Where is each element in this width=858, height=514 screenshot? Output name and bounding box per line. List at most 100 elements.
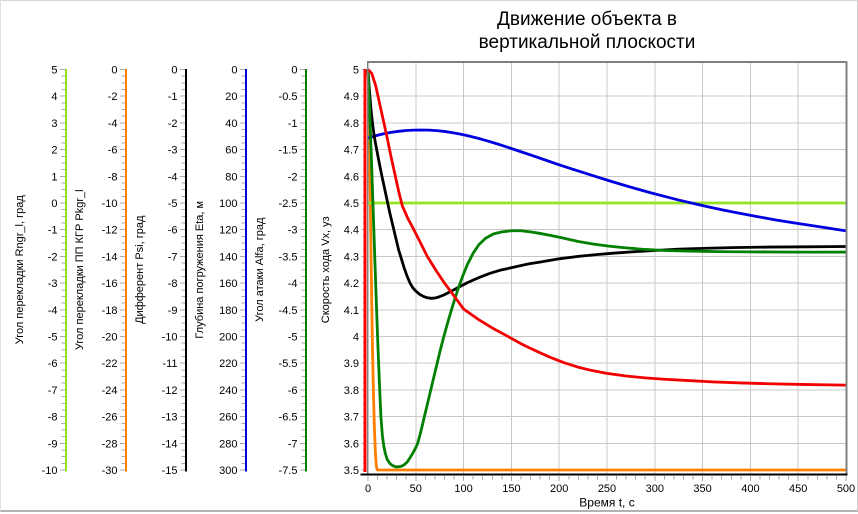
y-tick-label: -7 [168, 251, 178, 263]
y-tick-label: 4.8 [344, 118, 359, 130]
y-tick-label: 260 [219, 412, 237, 424]
y-tick-label: 0 [51, 198, 57, 210]
x-tick-label: 350 [693, 483, 711, 495]
y-tick-label: 3.6 [344, 438, 359, 450]
y-tick-label: 4.9 [344, 91, 359, 103]
y-tick-label: 140 [219, 251, 237, 263]
y-tick-label: 100 [219, 198, 237, 210]
y-tick-label: -6 [108, 145, 118, 157]
y-tick-label: -14 [162, 438, 178, 450]
y-axis-vx: 5 4.9 4.8 4.7 4.6 4.5 4.4 4.3 4.2 4.1 4 3.9 3.8 3.7 3.… [320, 65, 367, 477]
y-tick-label: -7.5 [279, 465, 298, 477]
y-axis-ticks-pkgr [120, 69, 125, 471]
y-tick-label: 60 [225, 145, 237, 157]
y-tick-label: 4.1 [344, 305, 359, 317]
y-tick-label: -1 [48, 225, 58, 237]
x-tick-label: 300 [646, 483, 664, 495]
y-tick-label: 80 [225, 171, 237, 183]
y-tick-label: -22 [102, 358, 118, 370]
y-tick-label: 40 [225, 118, 237, 130]
y-axis-title-psi: Дифферент Psi, град [134, 215, 146, 324]
y-tick-label: -16 [102, 278, 118, 290]
y-tick-label: -8 [108, 171, 118, 183]
y-tick-label: -3 [168, 145, 178, 157]
chart-title-line1: Движение объекта в [496, 9, 678, 30]
y-tick-label: -3 [288, 225, 298, 237]
y-axis-title-rngr: Угол перекладки Rngr_l, град [14, 195, 26, 345]
y-tick-label: 4.3 [344, 251, 359, 263]
series-pkgr-curve [366, 69, 846, 472]
chart-title-line2: вертикальной плоскости [478, 32, 696, 53]
y-tick-label: -8 [48, 412, 58, 424]
y-tick-label: 3.9 [344, 358, 359, 370]
x-tick-label: 400 [741, 483, 759, 495]
y-tick-label: 280 [219, 438, 237, 450]
y-axis-title-vx: Скорость хода Vx, уз [320, 216, 332, 323]
y-tick-label: 3.5 [344, 465, 359, 477]
chart-title: Движение объекта в вертикальной плоскост… [420, 8, 754, 54]
y-tick-label: 4.7 [344, 145, 359, 157]
y-tick-label: 5 [353, 65, 359, 77]
y-axis-pkgr: 0 -2 -4 -6 -8 -10 -12 -14 -16 -18 -20 -22 -24 -26 -28 -… [74, 65, 127, 477]
y-tick-label: -3 [48, 278, 58, 290]
y-tick-label: 3.8 [344, 385, 359, 397]
x-axis-ticks [367, 476, 847, 481]
y-axis-alfa: 0 -0.5 -1 -1.5 -2 -2.5 -3 -3.5 -4 -4.5 -5 -5.5 -6 -6.… [254, 65, 307, 477]
y-axis-title-pkgr: Угол перекладки ПП КГР Pkgr_l [74, 189, 86, 350]
y-tick-label: -5 [48, 332, 58, 344]
y-tick-label: -14 [102, 251, 118, 263]
x-tick-label: 200 [550, 483, 568, 495]
y-tick-label: 240 [219, 385, 237, 397]
y-tick-label: 300 [219, 465, 237, 477]
series-vx-curve [366, 68, 847, 387]
y-tick-label: -26 [102, 412, 118, 424]
y-tick-label: -2 [288, 171, 298, 183]
grid [368, 63, 846, 474]
y-tick-label: -4.5 [279, 305, 298, 317]
y-tick-label: 0 [291, 65, 297, 77]
y-tick-label: -1 [168, 91, 178, 103]
y-tick-label: -7 [48, 385, 58, 397]
y-tick-label: 0 [171, 65, 177, 77]
y-tick-label: 4.4 [344, 225, 359, 237]
y-tick-label: -2 [168, 118, 178, 130]
y-tick-label: 0 [231, 65, 237, 77]
y-tick-label: 1 [51, 171, 57, 183]
y-tick-label: -4 [288, 278, 298, 290]
y-tick-label: 0 [111, 65, 117, 77]
x-tick-label: 0 [365, 483, 371, 495]
x-tick-label: 150 [502, 483, 520, 495]
y-tick-label: -9 [48, 438, 58, 450]
y-tick-label: -11 [162, 358, 177, 370]
y-tick-label: -4 [48, 305, 58, 317]
y-tick-label: -2 [48, 251, 58, 263]
y-tick-label: -1.5 [279, 145, 298, 157]
y-tick-label: -10 [162, 332, 178, 344]
y-tick-label: 180 [219, 305, 237, 317]
y-tick-label: -24 [102, 385, 118, 397]
y-tick-label: 200 [219, 332, 237, 344]
y-tick-label: -9 [168, 305, 178, 317]
y-tick-label: -13 [162, 412, 178, 424]
y-tick-label: -2.5 [279, 198, 298, 210]
y-axis-ticks-rngr [60, 69, 65, 471]
series-alfa-curve [366, 69, 846, 469]
y-tick-label: 4 [353, 332, 359, 344]
y-tick-label: -6 [48, 358, 58, 370]
y-tick-label: -6 [168, 225, 178, 237]
y-tick-label: -0.5 [279, 91, 298, 103]
y-axis-psi: 0 -1 -2 -3 -4 -5 -6 -7 -8 -9 -10 -11 -12 -13 -14 -15 Диф… [134, 65, 187, 477]
y-tick-label: -5 [168, 198, 178, 210]
y-tick-label: -15 [162, 465, 178, 477]
x-tick-label: 100 [454, 483, 472, 495]
y-axis-rngr: 5 4 3 2 1 0 -1 -2 -3 -4 -5 -6 -7 -8 -9 -10 Угол переклад… [14, 65, 67, 477]
y-tick-label: -18 [102, 305, 118, 317]
x-axis-title: Время t, с [579, 496, 634, 510]
y-axis-title-alfa: Угол атаки Alfa, град [254, 217, 266, 322]
y-tick-label: 160 [219, 278, 237, 290]
y-tick-label: -5 [288, 332, 298, 344]
y-axis-ticks-psi [180, 69, 185, 471]
y-axis-ticks-eta [240, 69, 245, 471]
